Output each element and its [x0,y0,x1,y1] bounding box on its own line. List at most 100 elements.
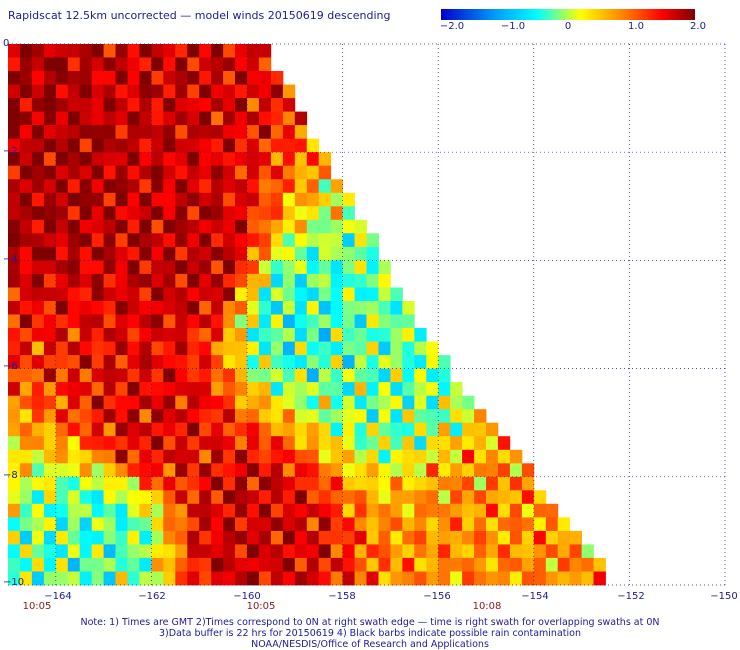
swath-cell [533,571,547,586]
swath-cell [366,490,379,505]
swath-cell [354,422,367,437]
swath-cell [569,530,582,545]
swath-cell [354,409,367,424]
swath-cell [79,544,93,559]
swath-cell [199,449,212,464]
swath-cell [127,530,140,545]
swath-cell [199,111,212,126]
swath-cell [414,476,427,491]
swath-cell [258,192,272,207]
swath-cell [199,71,212,85]
swath-cell [115,192,128,207]
swath-cell [270,436,284,451]
swath-cell [91,71,104,85]
time-label: 10:05 [246,601,276,612]
swath-cell [366,328,379,342]
swath-cell [318,341,332,356]
swath-cell [8,463,21,478]
swath-cell [235,544,248,559]
swath-cell [91,138,104,153]
swath-cell [378,355,391,369]
swath-cell [235,152,248,167]
swath-cell [187,219,200,234]
swath-cell [258,84,272,99]
swath-cell [402,436,415,451]
swath-cell [235,98,248,112]
swath-cell [569,571,582,586]
swath-cell [211,152,224,167]
swath-cell [414,409,427,424]
footnote-line-1: Note: 1) Times are GMT 2)Times correspon… [80,617,660,628]
swath-cell [127,382,140,396]
swath-cell [330,382,343,396]
swath-cell [223,260,236,275]
swath-cell [235,476,248,491]
swath-cell [330,490,343,505]
swath-cell [8,490,21,505]
swath-cell [330,449,343,464]
swath-cell [247,233,260,248]
swath-cell [569,557,582,572]
swath-cell [91,192,104,207]
swath-cell [115,273,128,288]
swath-cell [55,206,69,221]
swath-cell [378,422,391,437]
swath-cell [270,341,284,356]
swath-cell [55,138,69,153]
swath-cell [67,57,81,72]
swath-cell [258,328,272,342]
swath-cell [139,422,152,437]
swath-cell [19,368,33,383]
swath-cell [426,530,439,545]
footnote-line-2: 3)Data buffer is 22 hrs for 20150619 4) … [159,628,581,639]
swath-cell [55,246,69,261]
x-tick-label: −158 [328,591,356,602]
swath-cell [43,314,57,329]
swath-cell [8,517,21,532]
swath-cell [593,557,606,572]
swath-cell [414,422,427,437]
swath-cell [378,490,391,505]
swath-cell [342,260,355,275]
swath-cell [175,517,188,532]
swath-cell [223,530,236,545]
swath-cell [282,192,296,207]
swath-cell [115,260,128,275]
swath-cell [103,138,116,153]
swath-cell [43,57,57,72]
swath-cell [235,273,248,288]
swath-cell [258,233,272,248]
swath-cell [474,422,487,437]
swath-cell [223,165,236,180]
swath-cell [103,436,116,451]
swath-cell [127,355,140,369]
swath-cell [8,84,21,99]
swath-cell [151,219,164,234]
swath-cell [258,368,272,383]
swath-cell [211,301,224,315]
swath-cell [139,206,152,221]
swath-cell [354,571,367,586]
swath-cell [402,422,415,437]
swath-cell [330,476,343,491]
swath-cell [593,571,606,586]
swath-cell [223,273,236,288]
swath-cell [306,152,320,167]
swath-cell [581,557,594,572]
swath-cell [55,395,69,410]
swath-cell [115,530,128,545]
swath-cell [354,328,367,342]
swath-cell [294,449,308,464]
swath-cell [19,449,33,464]
swath-cell [79,341,93,356]
swath-cell [55,125,69,139]
swath-cell [486,476,499,491]
swath-cell [127,125,140,139]
swath-cell [211,206,224,221]
swath-cell [175,260,188,275]
swath-cell [318,328,332,342]
swath-cell [199,44,212,58]
swath-cell [115,57,128,72]
swath-cell [175,368,188,383]
swath-cell [79,449,93,464]
